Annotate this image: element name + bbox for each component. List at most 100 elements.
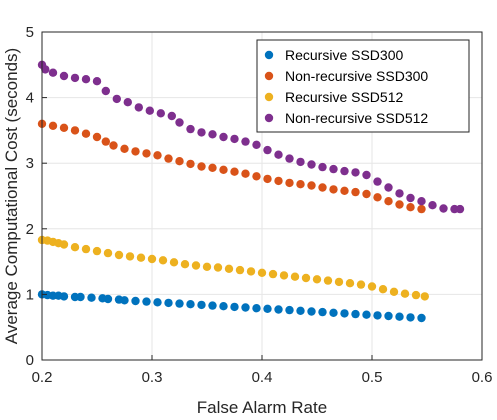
data-point <box>301 273 311 283</box>
data-point <box>123 98 132 107</box>
data-point <box>167 111 176 121</box>
data-point <box>263 304 272 313</box>
data-point <box>279 271 289 280</box>
data-point <box>92 77 102 86</box>
data-point <box>153 298 162 307</box>
data-point <box>274 176 283 186</box>
data-point <box>120 296 129 305</box>
data-point <box>329 308 338 317</box>
data-point <box>307 307 316 316</box>
x-tick-label: 0.6 <box>472 369 493 386</box>
legend-box <box>256 39 470 133</box>
y-tick-label: 0 <box>26 352 34 369</box>
data-point <box>48 68 58 77</box>
data-point <box>384 197 393 206</box>
data-point <box>142 297 151 306</box>
data-point <box>318 307 327 317</box>
data-point <box>158 256 168 265</box>
data-point <box>145 106 154 115</box>
y-axis-label: Average Computational Cost (seconds) <box>2 48 21 344</box>
data-point <box>81 75 91 84</box>
data-point <box>395 200 404 209</box>
legend-marker <box>264 71 274 81</box>
data-point <box>417 197 426 206</box>
data-point <box>263 145 272 155</box>
data-point <box>373 311 382 320</box>
data-point <box>103 294 113 304</box>
data-point <box>252 140 261 149</box>
data-point <box>241 303 250 312</box>
data-point <box>186 159 195 169</box>
data-point <box>362 310 371 319</box>
y-axis-ticks: 0 1 2 3 4 5 <box>26 24 47 369</box>
data-point <box>263 174 272 184</box>
data-points <box>37 60 465 323</box>
data-point <box>439 204 448 213</box>
data-point <box>197 162 206 171</box>
data-point <box>191 261 201 270</box>
data-point <box>208 130 217 139</box>
data-point <box>76 292 85 302</box>
data-point <box>202 262 212 271</box>
data-point <box>134 103 143 112</box>
data-point <box>230 167 239 176</box>
data-point <box>340 309 349 318</box>
x-axis-ticks: 0.2 0.3 0.4 0.5 0.6 <box>32 355 493 386</box>
data-point <box>87 293 96 302</box>
data-point <box>175 118 184 127</box>
data-point <box>120 144 129 153</box>
data-point <box>318 162 327 172</box>
data-point <box>340 166 349 176</box>
data-point <box>241 169 250 178</box>
data-point <box>340 186 349 195</box>
data-point <box>175 299 184 308</box>
data-point <box>406 193 415 203</box>
data-point <box>70 73 80 83</box>
y-tick-label: 1 <box>26 286 34 303</box>
data-point <box>329 185 338 194</box>
data-point <box>125 252 135 261</box>
legend-marker <box>264 92 274 102</box>
data-point <box>296 180 305 189</box>
y-tick-label: 2 <box>26 221 34 238</box>
data-point <box>362 170 371 180</box>
data-point <box>186 300 195 309</box>
data-point <box>356 280 366 289</box>
data-point <box>285 154 294 163</box>
data-point <box>230 134 239 144</box>
data-point <box>268 269 278 279</box>
series-4 <box>37 60 465 214</box>
data-point <box>373 177 382 186</box>
data-point <box>334 277 344 287</box>
data-point <box>420 292 429 301</box>
data-point <box>285 178 294 188</box>
data-point <box>131 147 140 156</box>
data-point <box>224 264 234 273</box>
data-point <box>147 254 157 264</box>
x-tick-label: 0.2 <box>32 369 53 386</box>
data-point <box>455 204 465 214</box>
data-point <box>395 312 404 321</box>
data-point <box>252 304 261 313</box>
data-point <box>312 275 322 284</box>
x-axis-label: False Alarm Rate <box>197 398 327 417</box>
data-point <box>81 129 91 138</box>
data-point <box>296 157 305 167</box>
data-point <box>362 189 371 199</box>
data-point <box>378 285 388 294</box>
legend-label: Non-recursive SSD300 <box>285 68 428 84</box>
data-point <box>175 157 184 166</box>
data-point <box>384 183 393 192</box>
data-point <box>428 201 437 210</box>
x-tick-label: 0.3 <box>142 369 163 386</box>
data-point <box>241 137 250 146</box>
data-point <box>406 313 415 322</box>
data-point <box>197 128 206 137</box>
data-point <box>213 263 223 272</box>
data-point <box>296 306 305 315</box>
data-point <box>103 248 113 258</box>
series-2 <box>37 119 426 214</box>
data-point <box>219 132 228 142</box>
